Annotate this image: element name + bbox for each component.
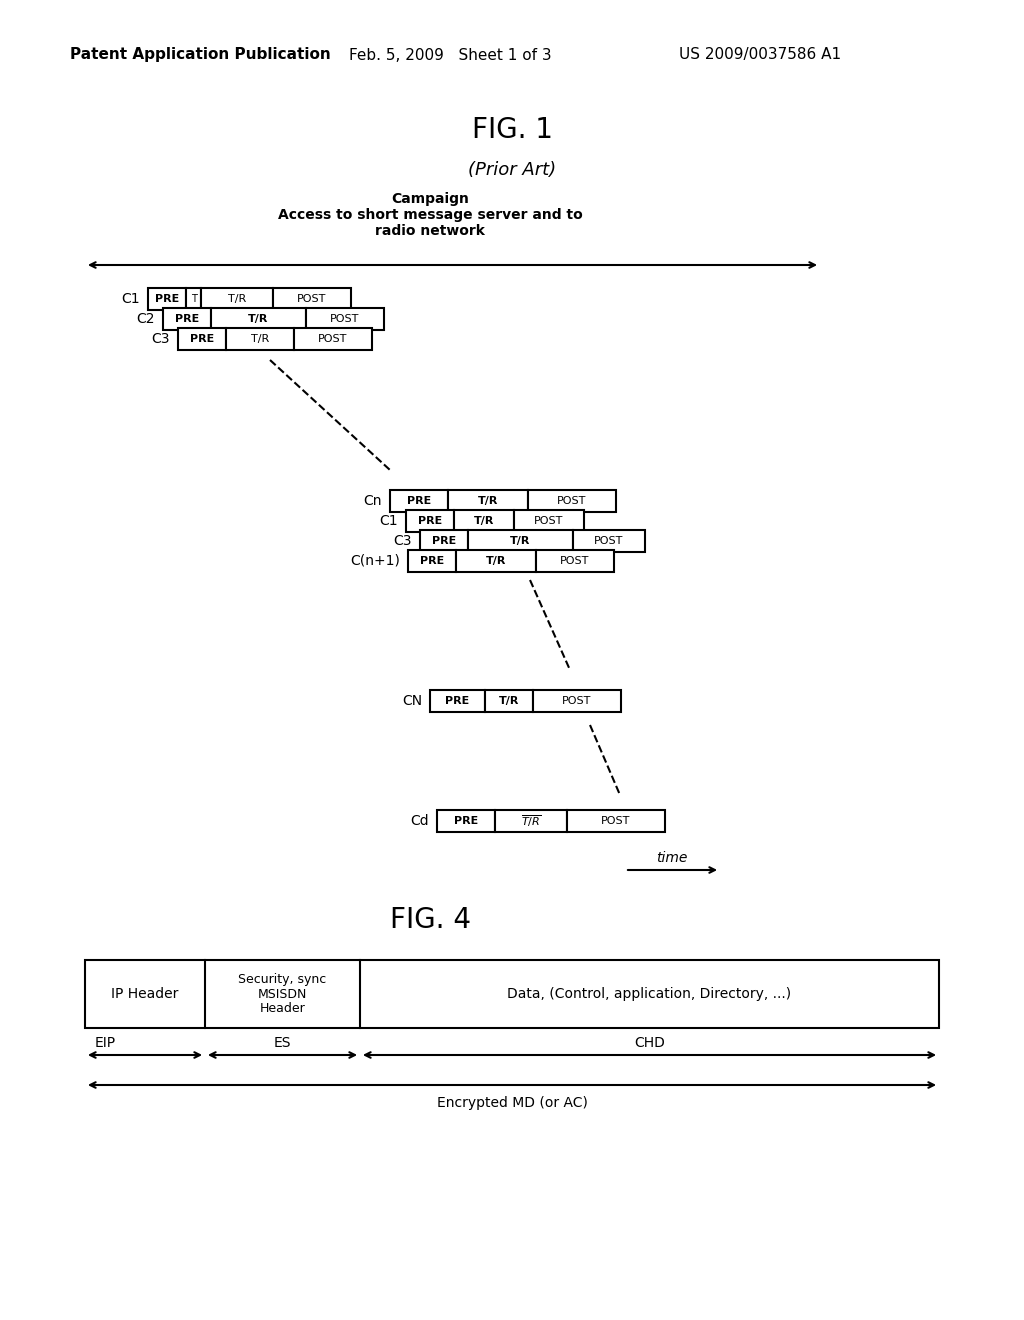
Bar — [201, 288, 273, 310]
Bar — [408, 550, 456, 572]
Text: C3: C3 — [393, 535, 412, 548]
Bar — [85, 960, 939, 1028]
Bar — [567, 810, 665, 832]
Text: PRE: PRE — [175, 314, 199, 323]
Text: PRE: PRE — [155, 294, 179, 304]
Text: CN: CN — [401, 694, 422, 708]
Text: T/R: T/R — [510, 536, 530, 546]
Bar — [437, 810, 495, 832]
Bar — [528, 490, 616, 512]
Text: Encrypted MD (or AC): Encrypted MD (or AC) — [436, 1096, 588, 1110]
Text: US 2009/0037586 A1: US 2009/0037586 A1 — [679, 48, 841, 62]
Text: IP Header: IP Header — [112, 987, 178, 1001]
Bar — [163, 308, 211, 330]
Bar — [485, 690, 534, 711]
Text: PRE: PRE — [454, 816, 478, 826]
Bar — [468, 531, 573, 552]
Bar — [536, 550, 614, 572]
Text: EIP: EIP — [94, 1036, 116, 1049]
Text: $\overline{T/R}$: $\overline{T/R}$ — [521, 813, 541, 829]
Text: POST: POST — [560, 556, 590, 566]
Text: Security, sync
MSISDN
Header: Security, sync MSISDN Header — [239, 973, 327, 1015]
Text: time: time — [656, 851, 688, 865]
Text: POST: POST — [297, 294, 327, 304]
Text: PRE: PRE — [407, 496, 431, 506]
Bar — [495, 810, 567, 832]
Bar — [430, 690, 485, 711]
Text: PRE: PRE — [432, 536, 456, 546]
Bar — [148, 288, 186, 310]
Text: PRE: PRE — [418, 516, 442, 525]
Text: Feb. 5, 2009   Sheet 1 of 3: Feb. 5, 2009 Sheet 1 of 3 — [349, 48, 551, 62]
Bar — [178, 327, 226, 350]
Bar — [456, 550, 536, 572]
Text: Campaign
Access to short message server and to
radio network: Campaign Access to short message server … — [278, 191, 583, 238]
Text: POST: POST — [535, 516, 563, 525]
Text: C(n+1): C(n+1) — [350, 554, 400, 568]
Bar — [186, 288, 201, 310]
Text: C3: C3 — [152, 333, 170, 346]
Text: Patent Application Publication: Patent Application Publication — [70, 48, 331, 62]
Text: T/R: T/R — [251, 334, 269, 345]
Text: Cn: Cn — [364, 494, 382, 508]
Text: C2: C2 — [136, 312, 155, 326]
Bar — [390, 490, 449, 512]
Text: T/R: T/R — [478, 496, 499, 506]
Text: CHD: CHD — [634, 1036, 665, 1049]
Text: FIG. 4: FIG. 4 — [389, 906, 470, 935]
Text: (Prior Art): (Prior Art) — [468, 161, 556, 180]
Text: PRE: PRE — [189, 334, 214, 345]
Bar — [273, 288, 351, 310]
Bar — [534, 690, 621, 711]
Text: T/R: T/R — [485, 556, 506, 566]
Text: POST: POST — [331, 314, 359, 323]
Text: POST: POST — [601, 816, 631, 826]
Text: FIG. 1: FIG. 1 — [471, 116, 553, 144]
Text: C1: C1 — [122, 292, 140, 306]
Bar — [406, 510, 454, 532]
Bar — [449, 490, 528, 512]
Bar — [420, 531, 468, 552]
Text: POST: POST — [594, 536, 624, 546]
Bar — [294, 327, 372, 350]
Text: ES: ES — [273, 1036, 291, 1049]
Bar — [454, 510, 514, 532]
Bar — [514, 510, 584, 532]
Text: C1: C1 — [379, 513, 398, 528]
Text: POST: POST — [562, 696, 592, 706]
Text: T/R: T/R — [474, 516, 495, 525]
Text: POST: POST — [318, 334, 348, 345]
Text: T: T — [190, 294, 197, 304]
Bar — [226, 327, 294, 350]
Bar — [306, 308, 384, 330]
Text: Cd: Cd — [411, 814, 429, 828]
Text: T/R: T/R — [499, 696, 519, 706]
Text: PRE: PRE — [420, 556, 444, 566]
Bar — [211, 308, 306, 330]
Text: POST: POST — [557, 496, 587, 506]
Bar — [573, 531, 645, 552]
Text: Data, (Control, application, Directory, ...): Data, (Control, application, Directory, … — [508, 987, 792, 1001]
Text: T/R: T/R — [248, 314, 268, 323]
Text: PRE: PRE — [445, 696, 470, 706]
Text: T/R: T/R — [228, 294, 246, 304]
